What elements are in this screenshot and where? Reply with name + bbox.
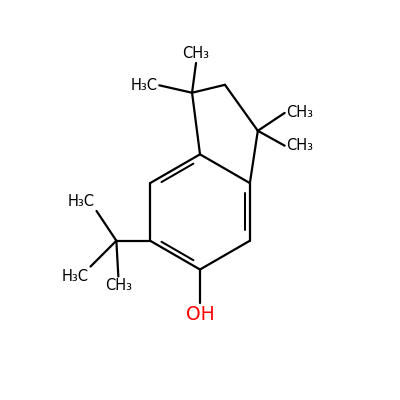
Text: CH₃: CH₃	[286, 106, 313, 120]
Text: CH₃: CH₃	[105, 278, 132, 294]
Text: OH: OH	[186, 305, 214, 324]
Text: CH₃: CH₃	[286, 138, 313, 153]
Text: CH₃: CH₃	[182, 46, 210, 61]
Text: H₃C: H₃C	[68, 194, 94, 209]
Text: H₃C: H₃C	[62, 268, 88, 284]
Text: H₃C: H₃C	[131, 78, 158, 93]
